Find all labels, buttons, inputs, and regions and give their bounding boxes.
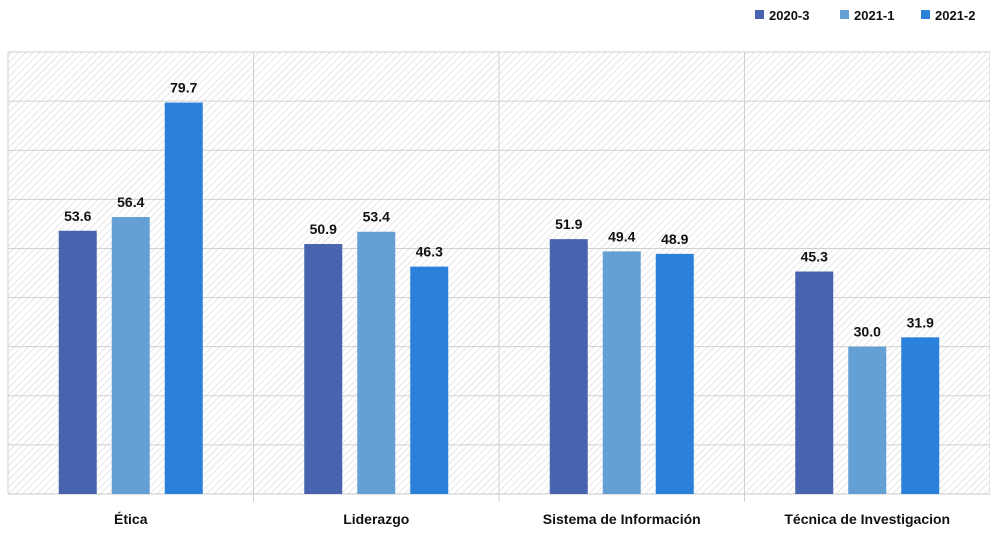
bar-2021-2: [164, 102, 203, 494]
bar-2021-2: [410, 266, 449, 494]
x-tick-label: Ética: [114, 511, 148, 527]
legend-label: 2020-3: [769, 8, 809, 23]
data-label: 51.9: [555, 216, 582, 232]
bar-2021-1: [848, 346, 887, 494]
legend: 2020-3 2021-1 2021-2: [755, 8, 975, 23]
data-label: 30.0: [854, 324, 881, 340]
bar-2020-3: [795, 271, 834, 494]
legend-swatch: [921, 10, 930, 19]
bar-2021-2: [655, 253, 694, 494]
bar-2020-3: [58, 230, 97, 494]
x-axis: Ética Liderazgo Sistema de Información Técn…: [114, 511, 950, 527]
data-label: 50.9: [310, 221, 337, 237]
data-label: 45.3: [801, 249, 828, 265]
bar-2021-2: [901, 337, 940, 494]
bar-2020-3: [304, 244, 343, 494]
data-label: 46.3: [416, 244, 443, 260]
legend-swatch: [755, 10, 764, 19]
data-label: 53.4: [363, 209, 390, 225]
data-label: 31.9: [907, 314, 934, 330]
data-label: 56.4: [117, 194, 144, 210]
legend-swatch: [840, 10, 849, 19]
bar-2021-1: [111, 217, 150, 494]
x-tick-label: Liderazgo: [343, 511, 409, 527]
data-label: 49.4: [608, 228, 635, 244]
data-label: 79.7: [170, 80, 197, 96]
x-tick-label: Técnica de Investigacion: [784, 511, 950, 527]
data-label: 48.9: [661, 231, 688, 247]
legend-label: 2021-2: [935, 8, 975, 23]
data-labels: 53.6 56.4 79.7 50.9 53.4 46.3 51.9 49.4 48.9 45.3…: [64, 80, 934, 340]
bars: [58, 102, 940, 494]
x-tick-label: Sistema de Información: [543, 511, 701, 527]
bar-2020-3: [549, 239, 588, 494]
data-label: 53.6: [64, 208, 91, 224]
legend-label: 2021-1: [854, 8, 894, 23]
bar-2021-1: [357, 231, 396, 494]
bar-2021-1: [602, 251, 641, 494]
